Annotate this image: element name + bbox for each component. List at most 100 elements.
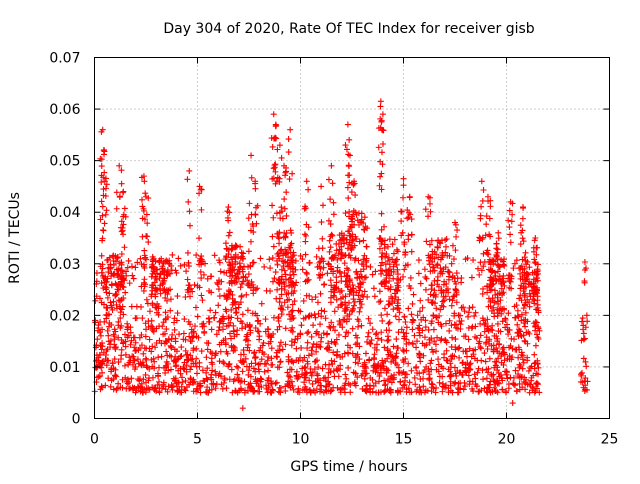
data-point [366, 356, 373, 363]
data-point [287, 227, 294, 234]
data-point [328, 387, 335, 394]
data-point [428, 380, 435, 387]
data-point [427, 360, 434, 367]
data-point [417, 387, 424, 394]
data-point [454, 227, 461, 234]
data-point [484, 250, 491, 257]
data-point [235, 377, 242, 384]
data-point [316, 259, 323, 266]
data-point [223, 385, 230, 392]
data-point [339, 324, 346, 331]
data-point [307, 365, 314, 372]
data-point [449, 334, 456, 341]
data-point [428, 320, 435, 327]
data-point [395, 345, 402, 352]
data-point [418, 316, 425, 323]
data-point [498, 310, 505, 317]
data-point [120, 284, 127, 291]
data-point [495, 370, 502, 377]
data-point [138, 362, 145, 369]
data-point [330, 199, 337, 206]
data-point [152, 385, 159, 392]
data-point [232, 279, 239, 286]
data-point [235, 304, 242, 311]
data-point [99, 360, 106, 367]
data-point [342, 278, 349, 285]
x-tick-label: 15 [395, 432, 413, 448]
data-point [490, 371, 497, 378]
data-point [121, 362, 128, 369]
data-point [517, 285, 524, 292]
data-point [379, 111, 386, 118]
data-point [521, 292, 528, 299]
data-point [338, 287, 345, 294]
data-point [163, 348, 170, 355]
data-point [168, 384, 175, 391]
data-point [520, 238, 527, 245]
data-point [113, 282, 120, 289]
data-point [272, 180, 279, 187]
data-point [495, 235, 502, 242]
data-point [433, 262, 440, 269]
data-point [239, 405, 246, 412]
data-point [171, 346, 178, 353]
data-point [114, 385, 121, 392]
data-point [354, 217, 361, 224]
data-point [119, 384, 126, 391]
data-point [532, 278, 539, 285]
data-point [255, 328, 262, 335]
data-point [132, 339, 139, 346]
data-point [268, 334, 275, 341]
data-point [256, 347, 263, 354]
data-point [354, 340, 361, 347]
data-point [439, 383, 446, 390]
data-point [425, 193, 432, 200]
data-point [347, 389, 354, 396]
data-point [140, 173, 147, 180]
data-point [377, 262, 384, 269]
data-point [164, 360, 171, 367]
data-point [487, 197, 494, 204]
data-point [470, 257, 477, 264]
data-point [247, 380, 254, 387]
data-point [251, 349, 258, 356]
data-point [202, 260, 209, 267]
data-point [345, 350, 352, 357]
data-point [108, 304, 115, 311]
data-point [171, 326, 178, 333]
data-point [467, 366, 474, 373]
data-point [263, 287, 270, 294]
data-point [403, 324, 410, 331]
data-point [326, 381, 333, 388]
data-point [345, 172, 352, 179]
data-point [156, 257, 163, 264]
data-point [360, 266, 367, 273]
data-point [301, 354, 308, 361]
data-point [328, 282, 335, 289]
data-point [282, 271, 289, 278]
data-point [313, 253, 320, 260]
data-point [531, 289, 538, 296]
data-point [442, 320, 449, 327]
data-point [453, 270, 460, 277]
data-point [503, 371, 510, 378]
data-point [102, 286, 109, 293]
data-point [233, 275, 240, 282]
data-point [495, 328, 502, 335]
data-point [110, 386, 117, 393]
data-point [301, 231, 308, 238]
data-point [358, 301, 365, 308]
data-point [175, 255, 182, 262]
data-point [370, 383, 377, 390]
data-point [239, 325, 246, 332]
data-point [178, 344, 185, 351]
data-point [138, 331, 145, 338]
data-point [331, 339, 338, 346]
data-point [256, 388, 263, 395]
data-point [198, 261, 205, 268]
data-point [327, 369, 334, 376]
data-point [183, 351, 190, 358]
data-point [151, 279, 158, 286]
data-point [216, 324, 223, 331]
data-point [240, 273, 247, 280]
